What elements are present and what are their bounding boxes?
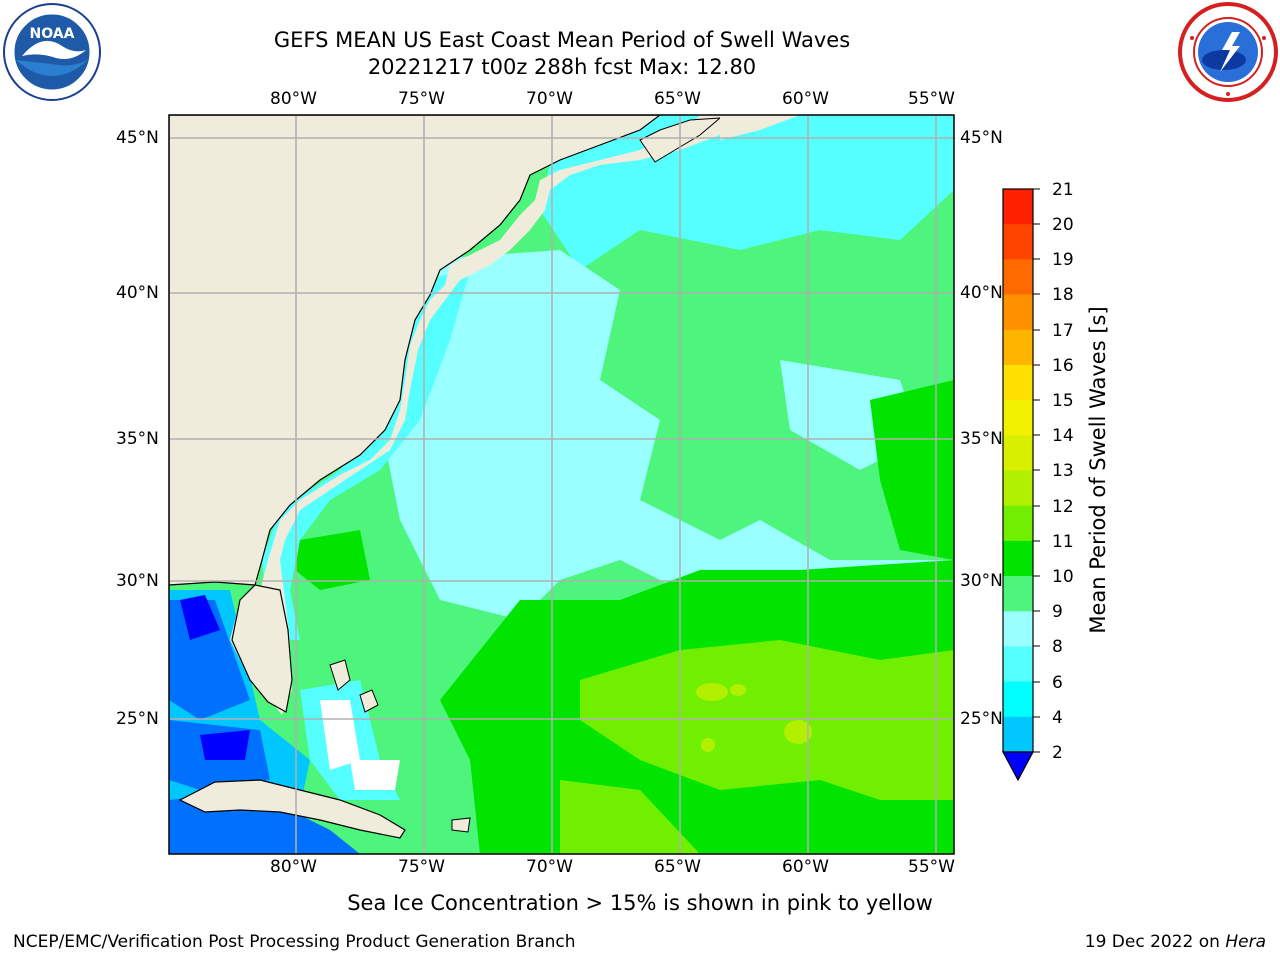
colorbar-bin (1003, 646, 1033, 683)
lon-label-top: 70°W (526, 89, 573, 109)
sea-ice-note: Sea Ice Concentration > 15% is shown in … (0, 891, 1280, 915)
colorbar-bin (1003, 329, 1033, 366)
colorbar-label: 8 (1052, 637, 1063, 657)
noaa-logo: NOAA (3, 3, 101, 101)
sea-ice-note-text: Sea Ice Concentration > 15% is shown in … (347, 891, 933, 915)
footer-machine: Hera (1225, 932, 1266, 952)
lon-label-bottom: 75°W (398, 857, 445, 877)
lat-label-left: 35°N (116, 429, 159, 449)
lat-label-right: 35°N (960, 429, 1003, 449)
colorbar-label: 19 (1052, 250, 1074, 270)
lat-label-left: 30°N (116, 571, 159, 591)
colorbar-label: 15 (1052, 391, 1074, 411)
lon-label-bottom: 80°W (270, 857, 317, 877)
colorbar-label: 17 (1052, 321, 1074, 341)
colorbar-label: 16 (1052, 356, 1074, 376)
colorbar-bin (1003, 435, 1033, 471)
colorbar-label: 10 (1052, 567, 1074, 587)
swell-field (169, 115, 954, 854)
lat-label-right: 40°N (960, 283, 1003, 303)
lon-label-top: 80°W (270, 89, 317, 109)
lat-label-right: 45°N (960, 128, 1003, 148)
colorbar-title: Mean Period of Swell Waves [s] (1086, 306, 1110, 634)
lat-label-left: 25°N (116, 709, 159, 729)
lat-label-right: 25°N (960, 709, 1003, 729)
colorbar-bin (1003, 681, 1033, 718)
lon-label-bottom: 55°W (908, 857, 955, 877)
lon-label-bottom: 65°W (654, 857, 701, 877)
colorbar-ticks (1033, 188, 1040, 753)
map-frame (168, 114, 955, 855)
lon-label-top: 65°W (654, 89, 701, 109)
colorbar-bin (1003, 576, 1033, 612)
colorbar-label: 12 (1052, 497, 1074, 517)
lat-label-right: 30°N (960, 571, 1003, 591)
lon-label-bottom: 70°W (526, 857, 573, 877)
colorbar-bin (1003, 540, 1033, 577)
colorbar-bin (1003, 716, 1033, 753)
lat-label-left: 45°N (116, 128, 159, 148)
lon-label-top: 75°W (398, 89, 445, 109)
graticule (169, 115, 954, 854)
colorbar-bin (1003, 189, 1033, 225)
colorbar-label: 9 (1052, 602, 1063, 622)
colorbar-bin (1003, 364, 1033, 401)
colorbar-label: 11 (1052, 532, 1074, 552)
colorbar-label: 18 (1052, 285, 1074, 305)
colorbar-bin (1003, 294, 1033, 331)
colorbar-bin (1003, 400, 1033, 436)
colorbar-label: 14 (1052, 426, 1074, 446)
footer-date-text: 19 Dec 2022 on (1084, 932, 1226, 952)
colorbar-bin (1003, 505, 1033, 542)
svg-text:NOAA: NOAA (30, 26, 75, 42)
lon-label-bottom: 60°W (782, 857, 829, 877)
lat-label-left: 40°N (116, 283, 159, 303)
colorbar-extend-arrow (1001, 751, 1035, 782)
colorbar-bin (1003, 224, 1033, 260)
nws-logo (1178, 2, 1278, 102)
footer-date: 19 Dec 2022 on Hera (1085, 932, 1266, 952)
lon-label-top: 55°W (908, 89, 955, 109)
colorbar-label: 20 (1052, 215, 1074, 235)
colorbar-bin (1003, 611, 1033, 647)
colorbar-label: 4 (1052, 708, 1063, 728)
lon-label-top: 60°W (782, 89, 829, 109)
colorbar-bin (1003, 470, 1033, 507)
footer-credit: NCEP/EMC/Verification Post Processing Pr… (13, 932, 576, 952)
colorbar-label: 6 (1052, 673, 1063, 693)
colorbar-bin (1003, 259, 1033, 296)
colorbar (1003, 189, 1033, 753)
colorbar-label: 21 (1052, 180, 1074, 200)
map-title: GEFS MEAN US East Coast Mean Period of S… (273, 28, 851, 52)
colorbar-label: 2 (1052, 743, 1063, 763)
map-subtitle: 20221217 t00z 288h fcst Max: 12.80 (367, 55, 757, 79)
colorbar-label: 13 (1052, 461, 1074, 481)
